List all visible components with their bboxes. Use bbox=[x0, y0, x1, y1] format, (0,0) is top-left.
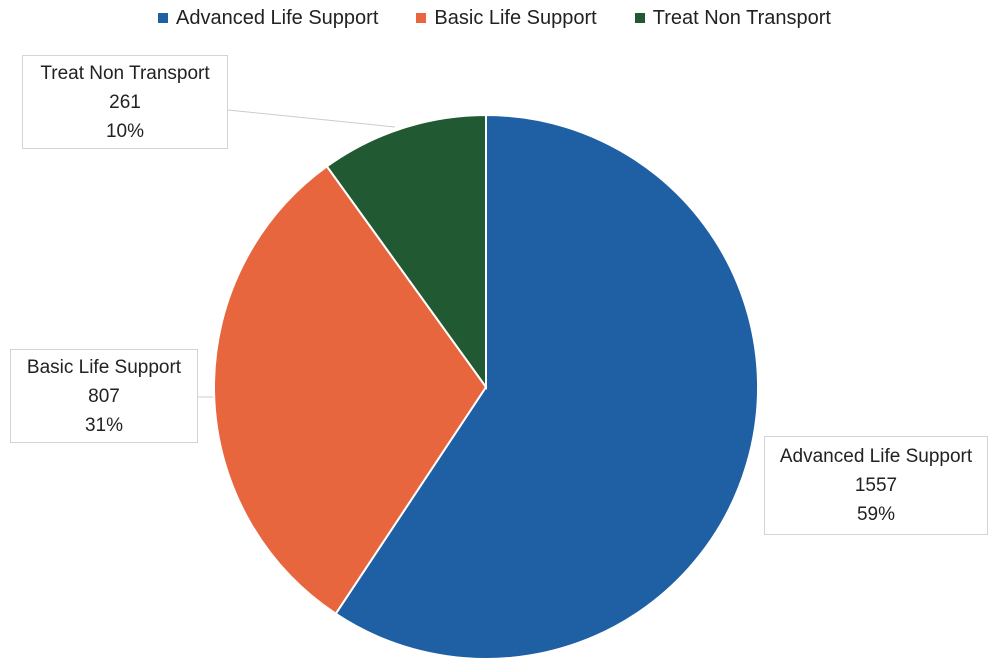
legend-item-treat-non-transport[interactable]: Treat Non Transport bbox=[634, 6, 831, 30]
data-label-percent: 59% bbox=[856, 504, 896, 525]
legend-swatch-treat-non-transport bbox=[634, 13, 645, 23]
data-label-category: Basic Life Support bbox=[26, 356, 182, 378]
legend-label-advanced-life-support: Advanced Life Support bbox=[176, 6, 379, 29]
data-label-category: Advanced Life Support bbox=[779, 446, 973, 467]
leader-line-treat-non-transport bbox=[227, 109, 396, 128]
data-label-percent: 10% bbox=[105, 120, 145, 142]
legend-label-treat-non-transport: Treat Non Transport bbox=[652, 6, 831, 29]
data-label-basic-life-support: Basic Life Support 807 31% bbox=[10, 349, 198, 443]
legend-label-basic-life-support: Basic Life Support bbox=[434, 6, 597, 29]
pie-slice-advanced-life-support[interactable] bbox=[334, 113, 759, 660]
data-label-value: 807 bbox=[88, 385, 120, 407]
legend-item-basic-life-support[interactable]: Basic Life Support bbox=[416, 6, 597, 30]
data-label-percent: 31% bbox=[84, 414, 124, 436]
data-label-value: 1557 bbox=[854, 475, 898, 496]
chart-legend: Advanced Life Support Basic Life Support… bbox=[0, 5, 989, 31]
pie-slice-basic-life-support[interactable] bbox=[213, 164, 488, 616]
data-label-value: 261 bbox=[109, 91, 141, 113]
legend-swatch-basic-life-support bbox=[416, 13, 427, 23]
data-label-advanced-life-support: Advanced Life Support 1557 59% bbox=[764, 436, 988, 535]
legend-swatch-advanced-life-support bbox=[158, 13, 169, 23]
data-label-treat-non-transport: Treat Non Transport 261 10% bbox=[22, 55, 228, 149]
pie-slice-treat-non-transport[interactable] bbox=[325, 113, 487, 391]
legend-item-advanced-life-support[interactable]: Advanced Life Support bbox=[158, 7, 378, 30]
data-label-category: Treat Non Transport bbox=[40, 62, 210, 84]
